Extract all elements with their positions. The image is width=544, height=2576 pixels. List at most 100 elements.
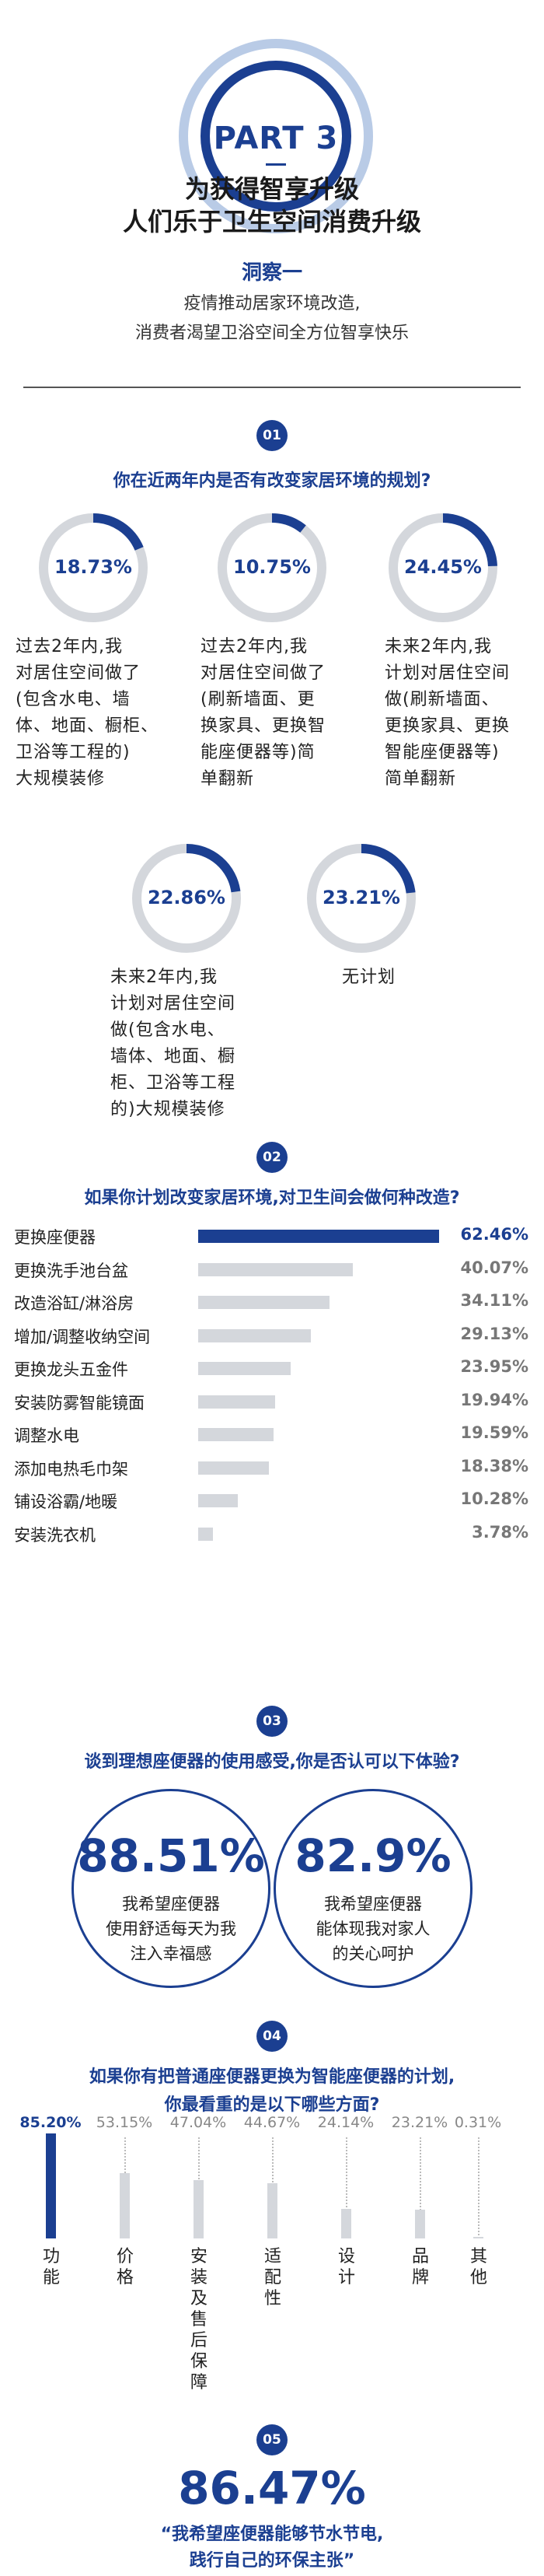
donut-value-label: 22.86% (148, 887, 225, 908)
donut-description-line: 计划对居住空间 (385, 663, 511, 683)
bar (198, 1230, 439, 1243)
stat-text-line: 使用舒适每天为我 (106, 1920, 236, 1938)
bar-category-char: 配 (263, 2268, 281, 2287)
donut-value-label: 18.73% (54, 556, 132, 578)
donut-description-line: 对居住空间做了 (201, 663, 326, 683)
question-03: 谈到理想座便器的使用感受,你是否认可以下体验? (84, 1752, 460, 1772)
bar (415, 2210, 425, 2238)
bar (120, 2172, 130, 2238)
bar-guide-line (346, 2137, 347, 2238)
donut-chart (218, 513, 326, 622)
donut-slice (389, 513, 497, 622)
bar-category-char: 他 (469, 2268, 487, 2287)
bar-value-label: 10.28% (460, 1489, 528, 1508)
donut-description-line: 无计划 (342, 968, 396, 987)
bar-category-label: 增加/调整收纳空间 (14, 1327, 151, 1346)
bar-value-label: 44.67% (243, 2114, 301, 2131)
bar (194, 2180, 204, 2238)
donut-slice (218, 513, 326, 622)
bar-value-label: 47.04% (169, 2114, 227, 2131)
bar-value-label: 24.14% (317, 2114, 375, 2131)
donut-value-label: 24.45% (404, 556, 482, 578)
bar (198, 1527, 213, 1541)
section-number-badge: 05 (256, 2424, 288, 2455)
donut-description: 过去2年内,我 对居住空间做了 (包含水电、墙 体、地面、橱柜、 卫浴等工程的) 大规模装… (16, 634, 163, 793)
bar-category-label: 安装洗衣机 (14, 1525, 96, 1545)
bar-value-label: 29.13% (460, 1324, 528, 1343)
donut-description-line: 做(包含水电、 (110, 1020, 225, 1040)
insight-sub-line1: 疫情推动居家环境改造, (183, 294, 361, 313)
donut-chart (307, 844, 416, 953)
donut-slice (307, 844, 416, 953)
donut-description-line: 计划对居住空间 (110, 994, 236, 1013)
donut-value-label: 23.21% (323, 887, 400, 908)
stat-percent: 88.51% (77, 1829, 265, 1882)
stat-circle (71, 1789, 270, 1988)
donut-description-line: 柜、卫浴等工程 (110, 1073, 236, 1093)
bar-category-char: 价 (116, 2247, 134, 2266)
donut-description-line: 未来2年内,我 (385, 637, 492, 656)
donut-description-line: 未来2年内,我 (110, 968, 218, 987)
bar-category-label: 更换座便器 (14, 1228, 96, 1247)
bar-value-label: 23.21% (391, 2114, 448, 2131)
question-04-line1: 如果你有把普通座便器更换为智能座便器的计划, (89, 2067, 455, 2087)
stat-circle (274, 1789, 473, 1988)
donut-description-line: 更换家具、更换 (385, 716, 511, 736)
bar-category-label: 更换龙头五金件 (14, 1360, 128, 1379)
question-01: 你在近两年内是否有改变家居环境的规划? (113, 471, 431, 491)
bar-category-label: 价格 (113, 2246, 137, 2288)
donut-description: 无计划 (342, 964, 490, 991)
part-label: PART 3 (213, 121, 339, 156)
bar (198, 1362, 291, 1375)
bar (46, 2133, 56, 2238)
donut-description-line: 大规模装修 (16, 769, 106, 789)
bar-value-label: 62.46% (460, 1225, 528, 1244)
donut-description-line: (包含水电、墙 (16, 690, 131, 709)
bar-category-char: 计 (337, 2268, 355, 2287)
bar-category-label: 铺设浴霸/地暖 (14, 1493, 118, 1511)
stat-text-line: 我希望座便器 (324, 1895, 422, 1913)
bar-category-label: 改造浴缸/淋浴房 (14, 1294, 134, 1313)
bar-category-label: 添加电热毛巾架 (14, 1459, 128, 1479)
bar-value-label: 0.31% (454, 2114, 502, 2131)
question-04-line2: 你最看重的是以下哪些方面? (164, 2095, 380, 2115)
donut-slice (39, 513, 148, 622)
donut-description-line: 体、地面、橱柜、 (16, 716, 159, 736)
question-02: 如果你计划改变家居环境,对卫生间会做何种改造? (84, 1188, 460, 1208)
bar-category-char: 后 (190, 2331, 207, 2350)
bar-category-char: 品 (411, 2247, 429, 2266)
bar-category-char: 能 (42, 2268, 60, 2287)
donut-description-line: 卫浴等工程的) (16, 743, 131, 762)
stat-percent: 82.9% (295, 1829, 452, 1882)
bar-category-label: 品牌 (409, 2246, 432, 2288)
bar-category-char: 适 (263, 2247, 281, 2266)
donut-description-line: 对居住空间做了 (16, 663, 141, 683)
bar-value-label: 34.11% (460, 1291, 528, 1310)
bar-category-char: 功 (42, 2247, 60, 2266)
bar-category-char: 设 (337, 2247, 355, 2266)
bar-category-char: 性 (263, 2289, 281, 2308)
bar-category-label: 安装防雾智能镜面 (14, 1393, 145, 1412)
donut-description-line: 墙体、地面、橱 (110, 1047, 236, 1066)
section-title-line2: 人们乐于卫生空间消费升级 (122, 207, 421, 236)
bar (473, 2237, 483, 2238)
donut-description-line: 过去2年内,我 (201, 637, 308, 656)
donut-description-line: 换家具、更换智 (201, 716, 326, 736)
donut-description-line: 能座便器等)简 (201, 743, 316, 762)
donut-value-label: 10.75% (233, 556, 311, 578)
bar-category-label: 设计 (335, 2246, 358, 2288)
stat-text-line: 我希望座便器 (122, 1895, 220, 1913)
divider (23, 387, 521, 388)
bar-category-char: 障 (190, 2373, 207, 2392)
bar (198, 1328, 311, 1342)
bar-value-label: 85.20% (19, 2114, 82, 2131)
final-stat-line2: 践行自己的环保主张” (189, 2551, 355, 2571)
bar (198, 1494, 239, 1507)
bar-category-label: 功能 (40, 2246, 63, 2288)
insight-sub-line2: 消费者渴望卫浴空间全方位智享快乐 (134, 324, 409, 343)
bar-category-char: 格 (116, 2268, 134, 2287)
bar-value-label: 19.59% (460, 1423, 528, 1442)
donut-description-line: 的)大规模装修 (110, 1100, 225, 1119)
bar-value-label: 18.38% (460, 1456, 528, 1475)
donut-description-line: 智能座便器等) (385, 743, 500, 762)
